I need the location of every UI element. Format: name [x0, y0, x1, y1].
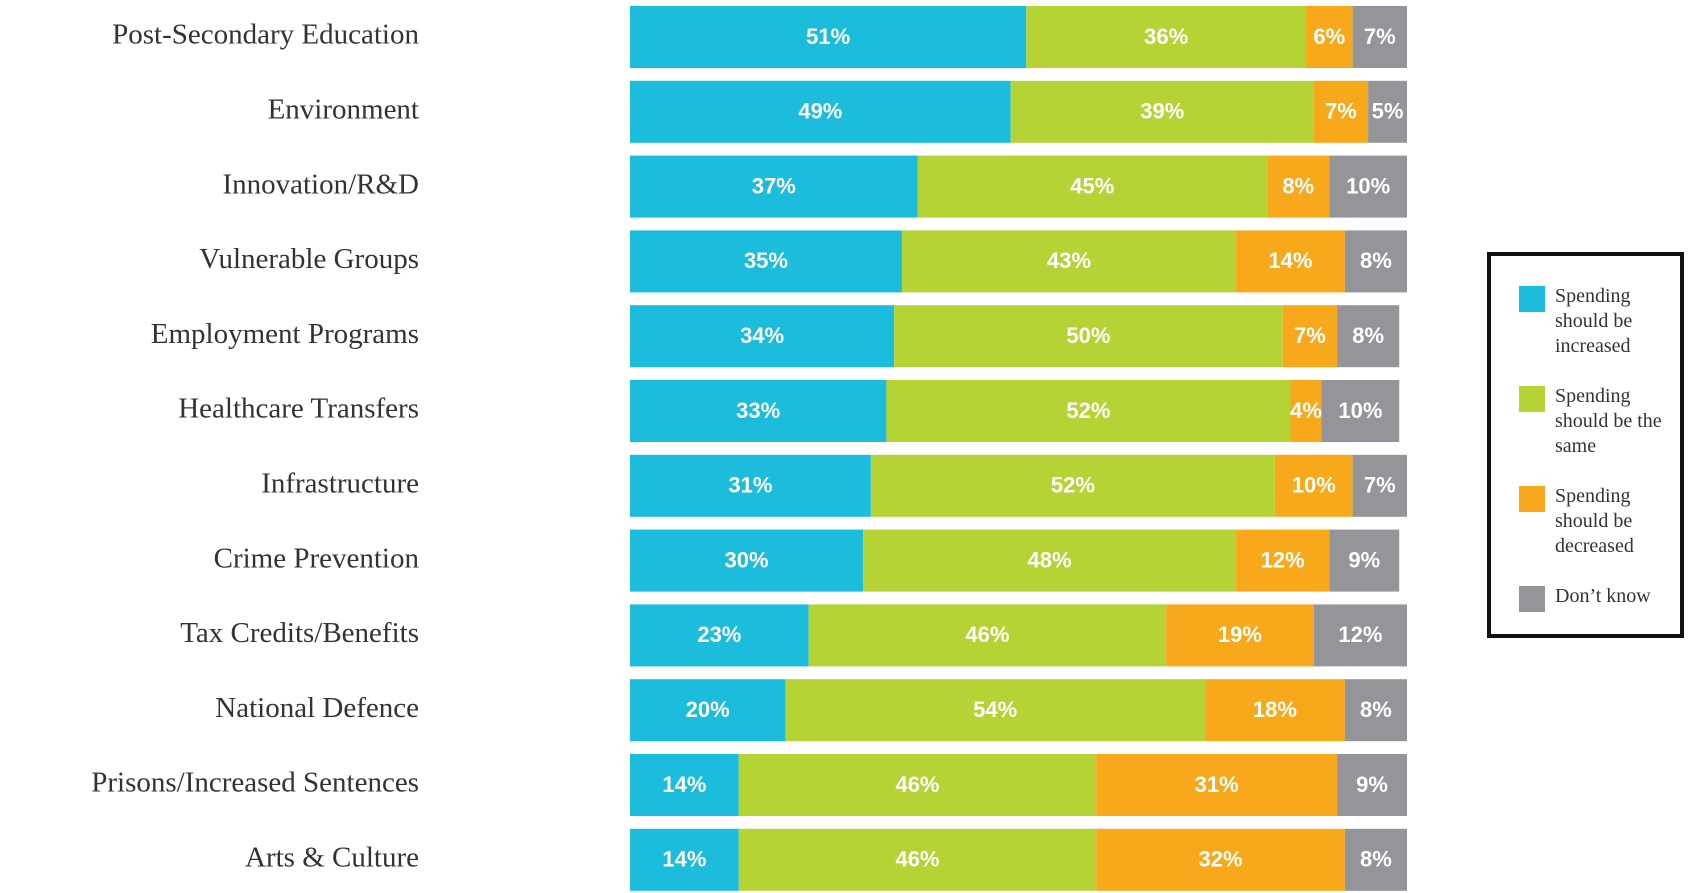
value-label: 48%: [1028, 547, 1072, 572]
legend-swatch: [1519, 286, 1545, 312]
category-label: National Defence: [215, 692, 419, 724]
value-label: 5%: [1372, 99, 1404, 124]
value-label: 34%: [740, 323, 784, 348]
legend-swatch: [1519, 586, 1545, 612]
legend-label: Spending should be increased: [1555, 284, 1679, 359]
value-label: 46%: [895, 847, 939, 872]
value-label: 52%: [1051, 473, 1095, 498]
value-label: 45%: [1070, 173, 1114, 198]
value-label: 39%: [1140, 99, 1184, 124]
value-label: 43%: [1047, 248, 1091, 273]
value-label: 19%: [1218, 622, 1262, 647]
legend-swatch: [1519, 386, 1545, 412]
value-label: 14%: [662, 772, 706, 797]
value-label: 8%: [1360, 248, 1392, 273]
category-label: Arts & Culture: [245, 841, 419, 873]
category-label: Innovation/R&D: [222, 168, 419, 200]
category-label: Vulnerable Groups: [199, 243, 419, 275]
value-label: 12%: [1261, 547, 1305, 572]
value-label: 9%: [1348, 547, 1380, 572]
value-label: 9%: [1356, 772, 1388, 797]
value-label: 49%: [798, 99, 842, 124]
value-label: 37%: [752, 173, 796, 198]
value-label: 10%: [1346, 173, 1390, 198]
value-label: 10%: [1292, 473, 1336, 498]
value-label: 31%: [728, 473, 772, 498]
value-label: 50%: [1066, 323, 1110, 348]
category-label: Prisons/Increased Sentences: [91, 767, 419, 799]
page: {"chart_data": {"type": "stacked-bar", "…: [0, 0, 1694, 893]
value-label: 14%: [1268, 248, 1312, 273]
value-label: 8%: [1360, 847, 1392, 872]
value-label: 35%: [744, 248, 788, 273]
value-label: 10%: [1338, 398, 1382, 423]
value-label: 32%: [1198, 847, 1242, 872]
value-label: 8%: [1282, 173, 1314, 198]
category-label: Crime Prevention: [214, 542, 420, 574]
value-label: 8%: [1352, 323, 1384, 348]
category-label: Tax Credits/Benefits: [180, 617, 419, 649]
legend-label: Spending should be the same: [1555, 384, 1679, 459]
value-label: 54%: [973, 697, 1017, 722]
value-label: 6%: [1313, 24, 1345, 49]
value-label: 51%: [806, 24, 850, 49]
value-label: 14%: [662, 847, 706, 872]
value-label: 7%: [1364, 24, 1396, 49]
value-label: 52%: [1066, 398, 1110, 423]
value-label: 4%: [1290, 398, 1322, 423]
legend: Spending should be increased Spending sho…: [1487, 252, 1684, 638]
value-label: 30%: [725, 547, 769, 572]
legend-label: Spending should be decreased: [1555, 484, 1679, 559]
chart: Post-Secondary Education 51% 36% 6% 7% Enviro…: [0, 0, 1694, 893]
legend-label: Don’t know: [1555, 584, 1679, 609]
value-label: 7%: [1294, 323, 1326, 348]
value-label: 7%: [1325, 99, 1357, 124]
value-label: 46%: [895, 772, 939, 797]
category-label: Employment Programs: [151, 318, 419, 350]
category-label: Post-Secondary Education: [112, 19, 419, 51]
value-label: 8%: [1360, 697, 1392, 722]
category-label: Environment: [268, 93, 419, 125]
value-label: 20%: [686, 697, 730, 722]
value-label: 46%: [965, 622, 1009, 647]
category-label: Infrastructure: [261, 467, 419, 499]
value-label: 18%: [1253, 697, 1297, 722]
value-label: 31%: [1195, 772, 1239, 797]
value-label: 36%: [1144, 24, 1188, 49]
value-label: 12%: [1338, 622, 1382, 647]
category-label: Healthcare Transfers: [178, 393, 419, 425]
value-label: 33%: [736, 398, 780, 423]
value-label: 23%: [697, 622, 741, 647]
legend-swatch: [1519, 486, 1545, 512]
value-label: 7%: [1364, 473, 1396, 498]
